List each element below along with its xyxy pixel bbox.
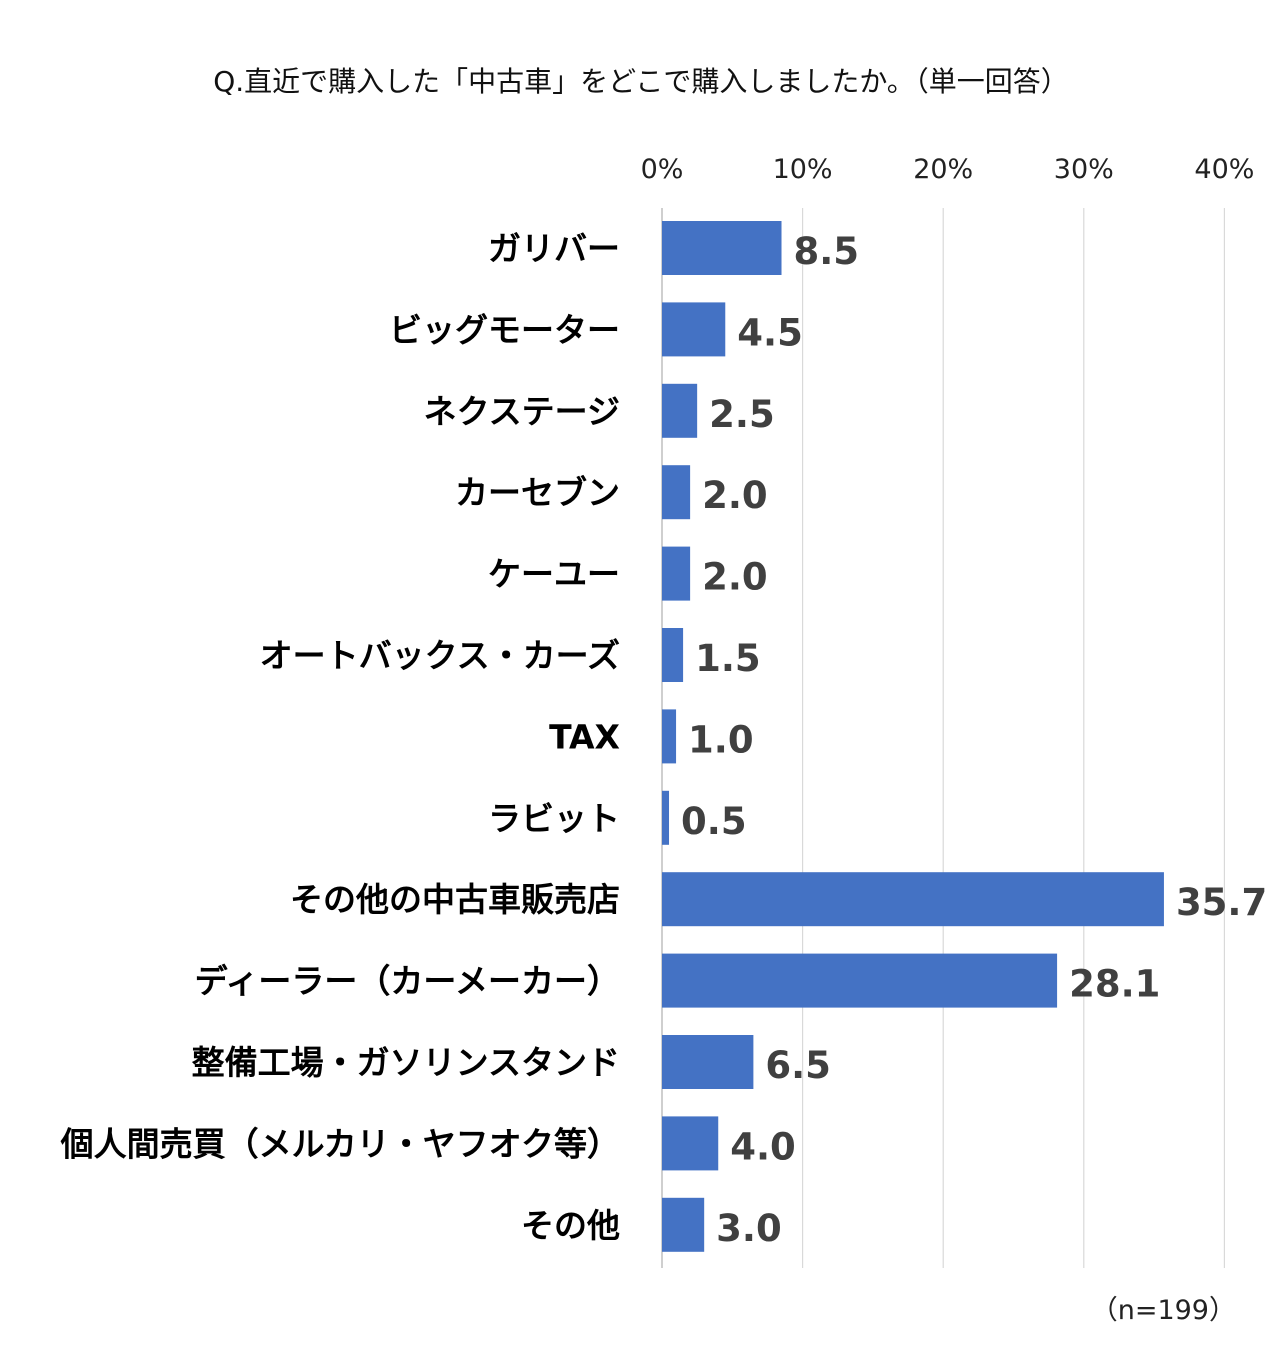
category-label: オートバックス・カーズ [260, 636, 620, 675]
bar [662, 790, 670, 845]
bar [662, 872, 1164, 927]
data-label: 0.5 [681, 800, 747, 843]
data-label: 6.5 [765, 1044, 831, 1087]
bar [662, 1035, 754, 1089]
data-label: 8.5 [794, 230, 860, 273]
data-label: 2.0 [702, 556, 768, 599]
category-label: 個人間売買（メルカリ・ヤフオク等） [60, 1124, 620, 1163]
data-label: 35.7 [1176, 881, 1267, 924]
category-label: その他の中古車販売店 [290, 880, 620, 919]
category-label: ガリバー [488, 229, 620, 268]
category-label: ディーラー（カーメーカー） [195, 962, 620, 1001]
chart-title: Q.直近で購入した「中古車」をどこで購入しましたか。（単一回答） [213, 65, 1069, 98]
category-label: TAX [549, 717, 620, 756]
data-label: 1.0 [688, 718, 754, 761]
data-label: 28.1 [1069, 963, 1160, 1006]
bar [662, 302, 726, 357]
bar [662, 221, 782, 275]
data-label: 2.5 [709, 393, 775, 436]
x-tick-label: 10% [773, 154, 833, 185]
bar [662, 465, 691, 520]
bar [662, 1116, 719, 1171]
category-label: ケーユー [488, 555, 620, 594]
category-label: 整備工場・ガソリンスタンド [192, 1043, 620, 1082]
data-label: 4.5 [737, 311, 803, 354]
category-label: その他 [521, 1206, 620, 1245]
category-label: ビッグモーター [389, 310, 620, 349]
bar [662, 1197, 705, 1252]
bar [662, 546, 691, 601]
x-tick-label: 0% [641, 154, 684, 185]
sample-size-note: （n=199） [1090, 1295, 1236, 1326]
category-label: ラビット [488, 799, 620, 838]
x-tick-label: 30% [1054, 154, 1114, 185]
data-label: 4.0 [730, 1125, 796, 1168]
bar [662, 383, 698, 438]
bar [662, 709, 677, 764]
data-label: 1.5 [695, 637, 761, 680]
data-label: 2.0 [702, 474, 768, 517]
bar [662, 628, 684, 682]
category-label: ネクステージ [424, 392, 620, 431]
data-label: 3.0 [716, 1207, 782, 1250]
x-tick-label: 40% [1194, 154, 1254, 185]
category-label: カーセブン [455, 473, 620, 512]
bar [662, 953, 1058, 1008]
x-tick-label: 20% [913, 154, 973, 185]
